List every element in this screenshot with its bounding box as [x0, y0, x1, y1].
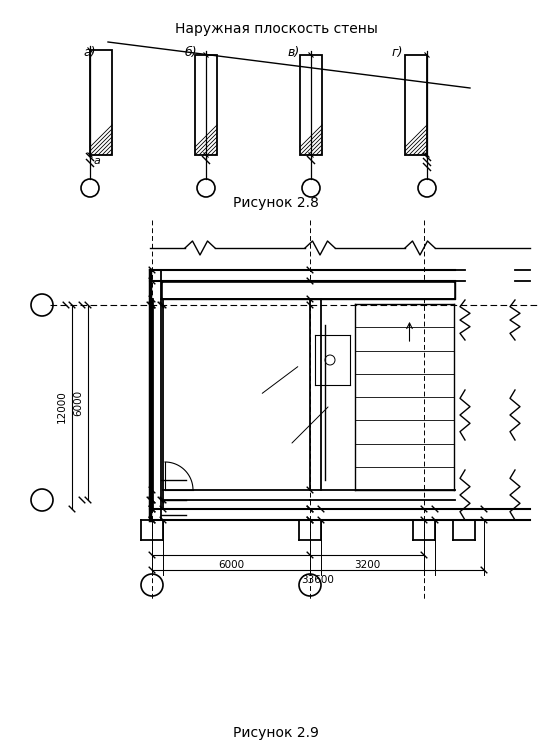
Text: а: а [94, 156, 101, 166]
Text: 3200: 3200 [354, 560, 380, 570]
Bar [300, 55, 322, 155]
Bar [405, 55, 427, 155]
Text: г): г) [392, 46, 404, 59]
Bar [195, 55, 217, 155]
Text: а): а) [83, 46, 96, 59]
Text: в): в) [288, 46, 300, 59]
Text: 12000: 12000 [57, 390, 67, 424]
Text: б): б) [185, 46, 197, 59]
Text: Рисунок 2.8: Рисунок 2.8 [233, 196, 319, 210]
Bar [90, 50, 112, 155]
Text: 6000: 6000 [73, 390, 83, 416]
Text: 33600: 33600 [301, 575, 335, 585]
Text: Рисунок 2.9: Рисунок 2.9 [233, 726, 319, 740]
Text: 6000: 6000 [218, 560, 244, 570]
Text: Наружная плоскость стены: Наружная плоскость стены [175, 22, 378, 36]
